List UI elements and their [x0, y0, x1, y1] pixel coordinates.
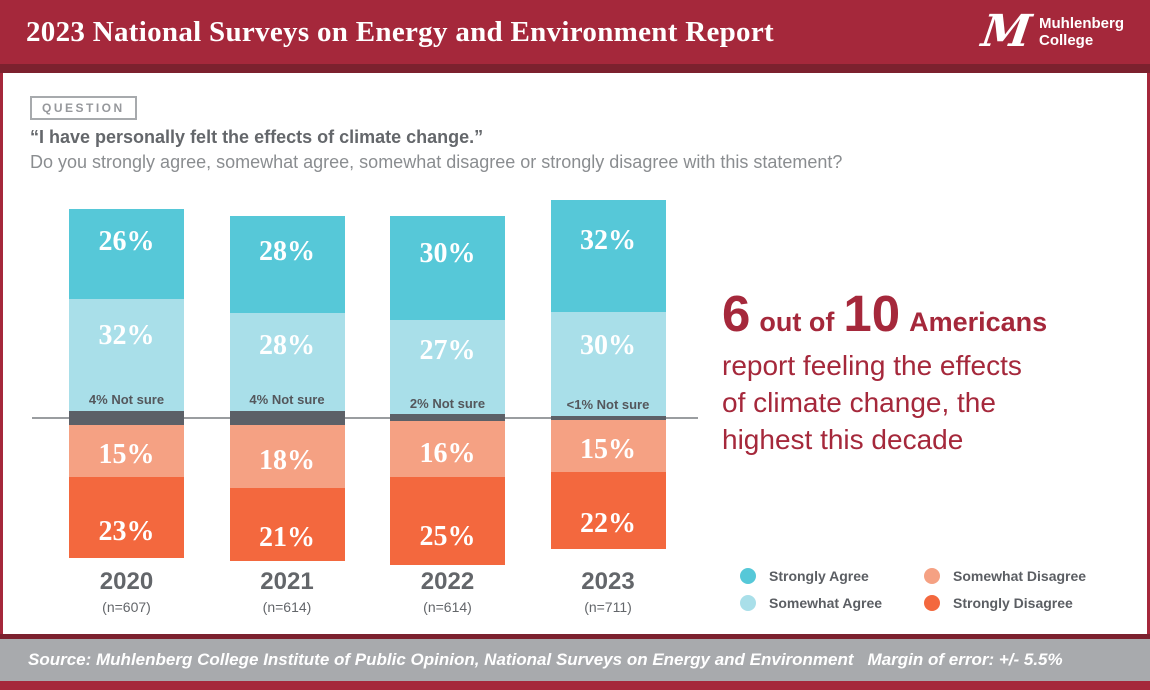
percent-label: 18% [259, 445, 315, 477]
year-label: 2020 (n=607) [47, 568, 206, 615]
legend-dot-icon [740, 595, 756, 611]
axis-baseline [32, 417, 698, 419]
percent-label: 23% [98, 515, 155, 547]
segment-somewhat-agree: 27% [390, 320, 505, 415]
sample-size: (n=607) [102, 599, 151, 615]
sample-size: (n=711) [584, 599, 632, 615]
callout-body-line: report feeling the effects [722, 350, 1022, 381]
bar-2020: 26% 32% 15% 23% 4% Not sure [69, 208, 184, 558]
bar-2023: 32% 30% 15% 22% <1% Not sure [550, 200, 666, 549]
legend-item: Somewhat Disagree [924, 568, 1086, 584]
callout-big-number-2: 10 [843, 285, 901, 342]
logo-text: Muhlenberg College [1039, 15, 1124, 49]
bar-2021: 28% 28% 18% 21% 4% Not sure [229, 215, 345, 562]
percent-label: 32% [98, 320, 155, 352]
legend-label: Somewhat Agree [769, 595, 883, 611]
chart-area: 26% 32% 15% 23% 4% Not sure 2020 (n=607) 28% 28%… [0, 195, 1150, 645]
legend-item: Somewhat Agree [740, 595, 924, 611]
segment-strongly-disagree: 22% [550, 471, 666, 549]
segment-strongly-disagree: 23% [69, 477, 184, 558]
segment-not-sure [69, 411, 184, 425]
segment-strongly-agree: 30% [390, 215, 505, 321]
segment-somewhat-disagree: 15% [69, 424, 184, 478]
notsure-label: <1% Not sure [566, 397, 650, 413]
legend-dot-icon [924, 595, 940, 611]
callout-big-number-1: 6 [722, 285, 751, 342]
bar-2022: 30% 27% 16% 25% 2% Not sure [390, 215, 505, 565]
segment-somewhat-disagree: 16% [390, 421, 505, 478]
header-bar: 2023 National Surveys on Energy and Envi… [0, 0, 1150, 64]
page-border-left [0, 0, 3, 690]
segment-somewhat-disagree: 18% [229, 424, 345, 488]
percent-label: 16% [419, 437, 476, 469]
report-title: 2023 National Surveys on Energy and Envi… [26, 15, 774, 48]
footer-accent-stripe [0, 634, 1150, 639]
segment-somewhat-agree: 28% [229, 313, 345, 412]
percent-label: 28% [259, 329, 315, 361]
percent-label: 28% [259, 235, 315, 267]
segment-strongly-agree: 32% [550, 200, 666, 312]
year-label: 2022 (n=614) [368, 568, 527, 615]
segment-strongly-disagree: 21% [229, 487, 345, 562]
percent-label: 21% [259, 521, 315, 553]
notsure-label: 4% Not sure [249, 392, 325, 408]
segment-not-sure [550, 416, 666, 420]
notsure-label: 4% Not sure [88, 392, 165, 407]
question-statement: “I have personally felt the effects of c… [30, 127, 484, 147]
segment-somewhat-agree: 32% [69, 299, 184, 411]
callout-connector: out of [759, 307, 835, 337]
callout-emphasis: Americans [909, 307, 1048, 337]
percent-label: 26% [98, 226, 155, 258]
page-border-right [1147, 0, 1150, 690]
year-label: 2023 (n=711) [529, 568, 688, 615]
percent-label: 15% [580, 433, 636, 465]
chart-legend: Strongly Agree Somewhat Disagree Somewhat … [740, 568, 1086, 611]
segment-strongly-agree: 28% [229, 215, 345, 314]
question-badge: QUESTION [30, 96, 137, 120]
m-monogram-icon: M [978, 6, 1035, 57]
percent-label: 15% [98, 439, 155, 471]
footer-source-bar: Source: Muhlenberg College Institute of … [0, 639, 1150, 681]
callout-body-line: highest this decade [722, 424, 964, 455]
legend-label: Somewhat Disagree [953, 568, 1087, 584]
legend-item: Strongly Agree [740, 568, 924, 584]
segment-somewhat-agree: 30% [550, 311, 666, 417]
year-label: 2021 (n=614) [208, 568, 367, 615]
callout-body-line: of climate change, the [722, 387, 996, 418]
percent-label: 25% [419, 520, 476, 552]
callout-headline: 6 out of 10 Americans [722, 288, 1132, 339]
percent-label: 32% [580, 225, 636, 257]
notsure-label: 2% Not sure [409, 395, 486, 411]
legend-label: Strongly Agree [769, 568, 869, 584]
segment-somewhat-disagree: 15% [550, 419, 666, 472]
percent-label: 22% [580, 508, 636, 540]
page-border-bottom [0, 681, 1150, 690]
callout-body: report feeling the effects of climate ch… [722, 347, 1132, 458]
sample-size: (n=614) [262, 599, 312, 615]
segment-strongly-agree: 26% [69, 208, 184, 300]
segment-not-sure [229, 411, 345, 425]
legend-dot-icon [924, 568, 940, 584]
logo-line1: Muhlenberg [1039, 15, 1124, 32]
margin-of-error-text: Margin of error: +/- 5.5% [867, 650, 1063, 669]
percent-label: 30% [419, 238, 476, 270]
legend-dot-icon [740, 568, 756, 584]
source-text: Source: Muhlenberg College Institute of … [28, 650, 854, 669]
muhlenberg-logo: M Muhlenberg College [978, 6, 1124, 57]
question-prompt: Do you strongly agree, somewhat agree, s… [30, 152, 843, 172]
header-accent-stripe [0, 64, 1150, 73]
legend-label: Strongly Disagree [953, 595, 1073, 611]
percent-label: 27% [419, 335, 476, 367]
segment-not-sure [390, 414, 505, 422]
segment-strongly-disagree: 25% [390, 477, 505, 565]
legend-item: Strongly Disagree [924, 595, 1086, 611]
callout: 6 out of 10 Americans report feeling the… [722, 288, 1132, 458]
sample-size: (n=614) [423, 599, 472, 615]
logo-line2: College [1039, 32, 1094, 49]
percent-label: 30% [580, 330, 636, 362]
